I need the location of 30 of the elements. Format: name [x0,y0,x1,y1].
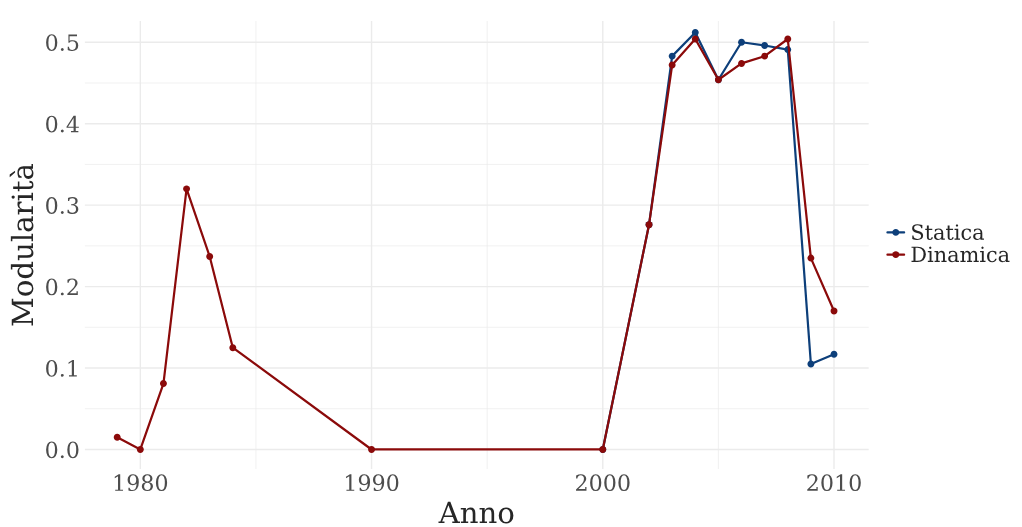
y-tick-label: 0.0 [46,441,79,459]
x-tick-label: 1990 [345,474,399,492]
point [159,380,167,387]
point [113,433,121,441]
y-axis-title: Modularità [9,163,34,326]
legend-label: Dinamica [911,246,1010,263]
point [761,42,769,49]
point [229,344,237,352]
point [784,35,792,43]
x-tick-label: 2000 [576,474,630,492]
y-tick-label: 0.1 [46,359,77,377]
point [206,252,214,260]
point [136,446,144,453]
point [368,446,376,453]
x-tick-label: 2010 [807,474,861,492]
y-tick-label: 0.2 [46,278,78,296]
y-tick-label: 0.4 [46,115,79,133]
x-tick-label: 1980 [114,474,168,492]
legend-label: Statica [912,224,984,240]
y-tick-label: 0.5 [46,34,79,52]
point [738,59,745,67]
point [830,350,838,358]
point [691,29,699,36]
point [738,38,745,46]
point [691,35,699,43]
point [183,185,191,193]
y-tick-label: 0.3 [46,197,79,214]
point [668,61,676,69]
x-axis-title: Anno [438,501,514,524]
point [761,52,769,60]
